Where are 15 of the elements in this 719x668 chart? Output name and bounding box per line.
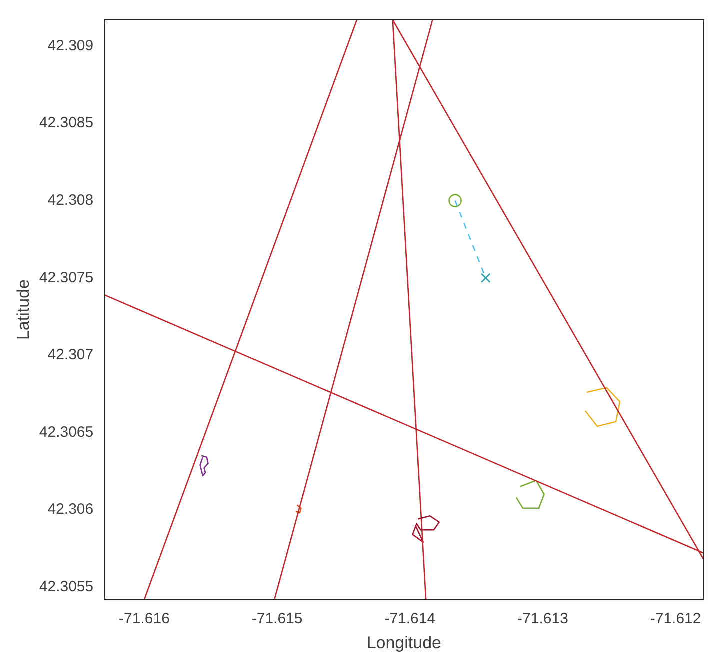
y-axis-title: Latitude <box>14 280 33 340</box>
y-tick-label: 42.3065 <box>39 424 94 441</box>
y-tick-label: 42.3075 <box>39 269 94 286</box>
x-tick-label: -71.616 <box>119 610 170 628</box>
y-tick-label: 42.308 <box>48 192 94 209</box>
x-tick-label: -71.613 <box>518 610 568 628</box>
x-tick-label: -71.614 <box>384 610 436 628</box>
y-tick-label: 42.307 <box>48 346 94 364</box>
y-tick-label: 42.309 <box>48 37 94 54</box>
y-tick-label: 42.306 <box>48 501 94 518</box>
y-tick-label: 42.3055 <box>39 578 94 596</box>
x-tick-label: -71.615 <box>252 610 303 628</box>
y-tick-label: 42.3085 <box>39 114 94 132</box>
x-tick-label: -71.612 <box>650 610 702 628</box>
x-axis-title: Longitude <box>366 633 442 652</box>
